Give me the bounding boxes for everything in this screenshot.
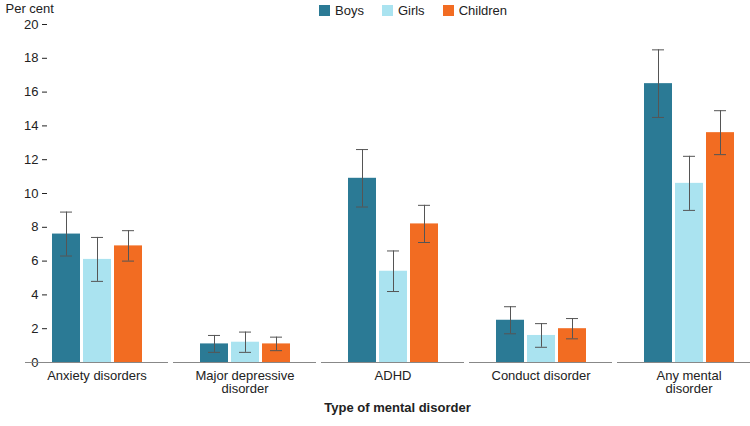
- svg-text:0: 0: [31, 354, 39, 370]
- html-text:Girls: Girls: [397, 3, 425, 18]
- svg-text:Major depressivedisorder: Major depressivedisorder: [196, 368, 295, 396]
- svg-text:6: 6: [31, 253, 38, 268]
- svg-text:16: 16: [24, 84, 38, 99]
- svg-text:8: 8: [31, 219, 38, 234]
- svg-text:Per cent: Per cent: [6, 1, 55, 16]
- svg-text:4: 4: [31, 287, 38, 302]
- svg-text:Conduct disorder: Conduct disorder: [492, 368, 592, 383]
- html-text:Children: Children: [458, 3, 507, 18]
- svg-text:14: 14: [24, 118, 38, 133]
- svg-text:12: 12: [24, 152, 38, 167]
- svg-text:ADHD: ADHD: [375, 368, 412, 383]
- svg-text:Any mentaldisorder: Any mentaldisorder: [656, 368, 721, 396]
- svg-text:Anxiety disorders: Anxiety disorders: [47, 368, 147, 383]
- html-text:Boys: Boys: [335, 3, 364, 18]
- svg-text:18: 18: [24, 50, 38, 65]
- svg-text:20: 20: [24, 17, 38, 32]
- html-text:Type of mental disorder: Type of mental disorder: [324, 400, 471, 415]
- svg-text:10: 10: [24, 186, 38, 201]
- svg-text:2: 2: [31, 321, 38, 336]
